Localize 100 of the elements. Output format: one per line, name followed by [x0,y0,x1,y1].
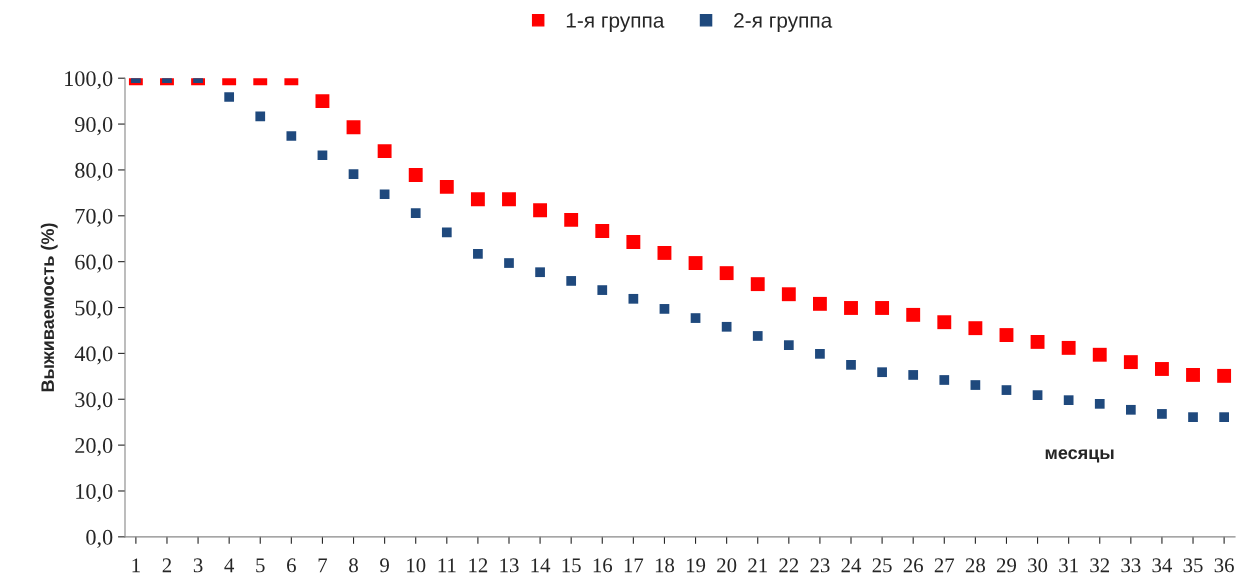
point [504,258,514,268]
y-tick-label: 10,0 [76,483,113,503]
point [533,203,548,218]
point [1217,368,1232,383]
point [812,296,827,311]
legend-label: 1-я группа [566,13,665,32]
y-tick-label: 50,0 [75,300,113,319]
y-tick-label: 60,0 [75,254,113,273]
x-tick-label: 5 [256,558,265,573]
point [750,277,765,292]
point [1094,398,1105,409]
point [659,304,670,314]
legend-label: 2-я группа [734,13,833,32]
point [1157,409,1167,419]
x-tick-label: 4 [224,558,235,573]
point [1188,412,1198,422]
point [473,249,483,259]
point [970,380,981,390]
x-axis-title: месяцы [1045,449,1114,463]
y-tick-label: 20,0 [75,438,113,457]
point [1123,355,1138,370]
y-tick-label: 40,0 [74,346,113,365]
x-tick-label: 9 [380,558,389,573]
point [719,266,734,281]
x-tick-label: 11 [438,558,456,573]
y-tick-label: 0,0 [86,529,113,548]
point [846,359,856,370]
point [1092,347,1107,362]
x-tick-label: 12 [469,558,488,573]
point [595,223,610,238]
y-tick-label: 30,0 [75,392,113,411]
x-tick-label: 10 [407,558,426,573]
point [690,313,701,323]
point [566,276,577,286]
point [721,321,732,332]
x-tick-label: 34 [1152,558,1173,573]
point [1125,404,1136,415]
point [1061,340,1076,355]
point [1030,334,1045,349]
point [1001,385,1012,395]
point [626,234,641,249]
point [877,367,887,378]
point [535,267,545,278]
x-tick-label: 2 [162,558,172,573]
x-tick-label: 19 [686,558,706,573]
x-tick-label: 20 [717,558,737,573]
x-tick-label: 35 [1183,558,1203,573]
point [317,150,328,161]
point [688,256,703,270]
x-tick-label: 3 [193,558,203,573]
x-tick-label: 23 [810,558,830,573]
x-tick-label: 8 [349,558,358,573]
x-tick-label: 24 [841,558,862,573]
x-tick-label: 14 [531,558,551,573]
point [286,131,297,141]
point [937,315,952,330]
x-tick-label: 1 [132,558,140,573]
point [470,192,485,207]
x-tick-label: 27 [934,558,955,573]
point [999,328,1014,342]
x-tick-label: 16 [593,558,613,573]
x-tick-label: 17 [624,558,644,573]
x-tick-label: 29 [996,558,1017,573]
x-tick-label: 30 [1028,558,1048,573]
point [1154,362,1169,376]
point [1032,390,1043,400]
point [315,94,330,109]
x-tick-label: 7 [318,558,328,573]
point [255,111,266,122]
point [346,120,361,135]
x-tick-label: 28 [965,558,985,573]
y-tick-label: 80,0 [75,162,113,182]
y-tick-label: 100,0 [65,71,113,90]
y-tick-label: 90,0 [75,117,113,136]
point [564,212,579,227]
point [224,92,235,102]
point [348,169,359,179]
point [410,208,421,218]
point [752,331,763,341]
x-tick-label: 6 [287,558,296,573]
point [1063,395,1074,406]
x-tick-label: 21 [748,558,767,573]
x-tick-label: 18 [655,558,675,573]
point [968,321,983,336]
point [781,287,796,302]
point [377,144,392,159]
x-tick-label: 25 [872,558,892,573]
point [597,285,608,295]
point [815,348,825,359]
x-tick-label: 26 [903,558,923,573]
point [908,370,919,380]
y-tick-label: 70,0 [75,208,113,227]
point [1219,412,1229,422]
point [439,179,454,194]
point [379,189,390,200]
x-tick-label: 33 [1121,558,1141,573]
x-tick-label: 31 [1059,558,1078,573]
point [906,307,921,322]
point [1186,368,1200,382]
point [875,301,890,315]
